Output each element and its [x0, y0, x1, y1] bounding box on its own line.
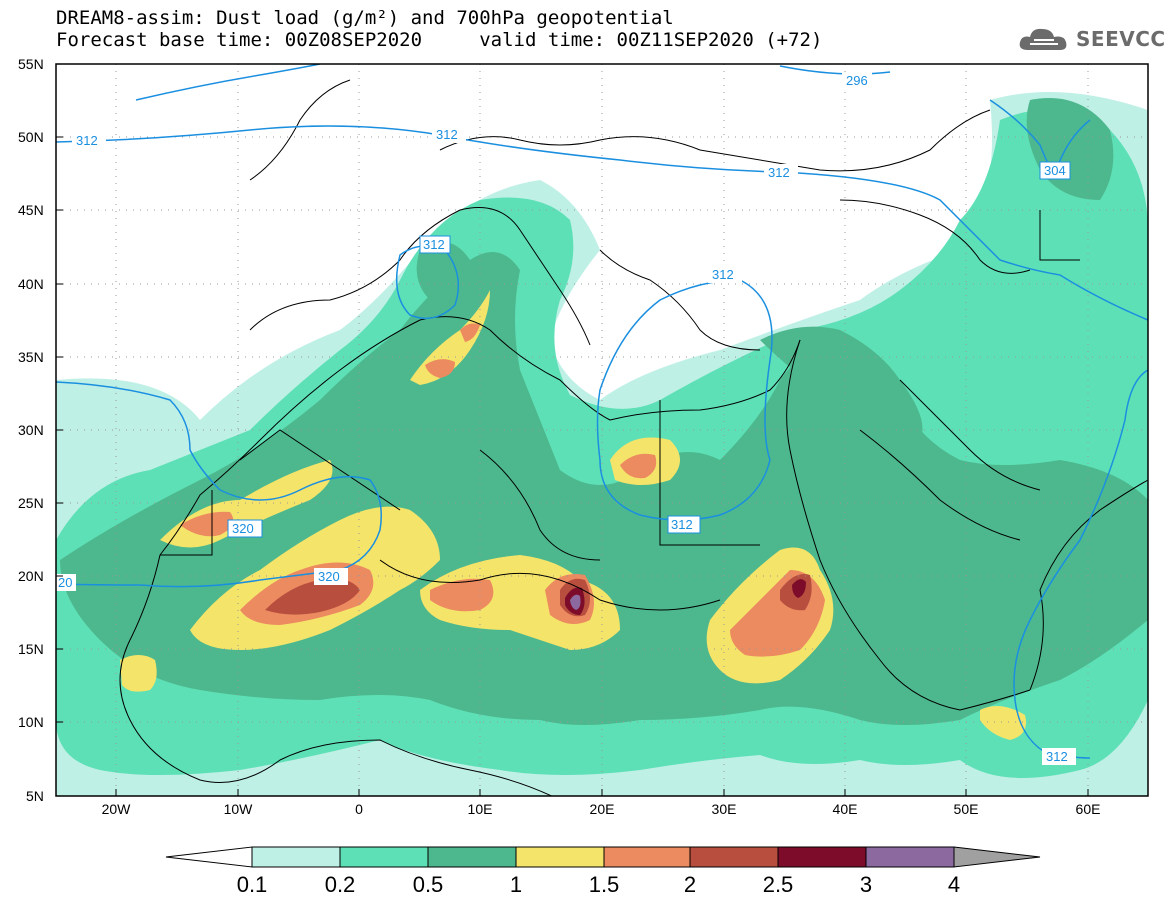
contour-label: 320 — [232, 521, 254, 536]
colorbar-under-arrow — [165, 846, 253, 868]
colorbar-bin — [339, 846, 429, 868]
dust-level-3 — [570, 594, 581, 610]
lon-label: 0 — [355, 801, 363, 817]
contour-label: 304 — [1044, 163, 1066, 178]
colorbar-label: 0.1 — [237, 872, 268, 897]
lat-label: 45N — [18, 202, 44, 218]
contour-labels: 296 312 312 304 312 312 320 320 312 312 … — [56, 72, 1076, 765]
colorbar-label: 3 — [860, 872, 872, 897]
colorbar-label: 4 — [948, 872, 960, 897]
colorbar-bin — [515, 846, 605, 868]
latitude-labels: 55N 50N 45N 40N 35N 30N 25N 20N 15N 10N … — [18, 56, 44, 804]
seevccc-logo: SEEVCCC — [1018, 26, 1165, 52]
colorbar: 0.1 0.2 0.5 1 1.5 2 2.5 3 4 — [165, 846, 1041, 897]
lat-label: 50N — [18, 129, 44, 145]
contour-label: 312 — [1046, 749, 1068, 764]
lon-label: 20E — [590, 801, 615, 817]
contour-label: 312 — [76, 133, 98, 148]
colorbar-label: 1.5 — [589, 872, 620, 897]
contour-label: 312 — [671, 517, 693, 532]
contour-label: 312 — [712, 267, 734, 282]
lat-label: 35N — [18, 349, 44, 365]
lon-label: 10W — [224, 801, 254, 817]
lon-label: 60E — [1076, 801, 1101, 817]
colorbar-label: 0.2 — [325, 872, 356, 897]
colorbar-bin — [865, 846, 955, 868]
contour-label: 20 — [58, 575, 72, 590]
lon-label: 20W — [102, 801, 132, 817]
longitude-labels: 20W 10W 0 10E 20E 30E 40E 50E 60E — [102, 801, 1101, 817]
axis-ticks — [56, 63, 1089, 796]
colorbar-bin — [777, 846, 867, 868]
contour-label: 296 — [846, 73, 868, 88]
lat-label: 40N — [18, 276, 44, 292]
colorbar-label: 2 — [684, 872, 696, 897]
colorbar-label: 1 — [510, 872, 522, 897]
dust-field — [56, 92, 1148, 796]
graticule — [56, 64, 1148, 796]
lat-label: 30N — [18, 422, 44, 438]
colorbar-bin — [251, 846, 341, 868]
lon-label: 10E — [468, 801, 493, 817]
colorbar-label: 2.5 — [763, 872, 794, 897]
lon-label: 40E — [833, 801, 858, 817]
lat-label: 55N — [18, 56, 44, 72]
lon-label: 50E — [954, 801, 979, 817]
cloud-logo-icon — [1019, 28, 1067, 50]
lat-label: 15N — [18, 641, 44, 657]
colorbar-bin — [603, 846, 691, 868]
contour-label: 320 — [318, 569, 340, 584]
lat-label: 20N — [18, 568, 44, 584]
lat-label: 25N — [18, 495, 44, 511]
contour-label: 312 — [768, 165, 790, 180]
geopotential-contours — [56, 64, 1148, 759]
lon-label: 30E — [712, 801, 737, 817]
coastlines — [119, 79, 1148, 796]
contour-label: 312 — [436, 127, 458, 142]
contour-label: 312 — [423, 237, 445, 252]
forecast-times: Forecast base time: 00Z08SEP2020 valid t… — [56, 29, 823, 51]
logo-text: SEEVCCC — [1076, 27, 1165, 51]
lat-label: 10N — [18, 714, 44, 730]
lat-label: 5N — [26, 788, 44, 804]
colorbar-bin — [427, 846, 517, 868]
colorbar-label: 0.5 — [413, 872, 444, 897]
map-area: 296 312 312 304 312 312 320 320 312 312 … — [56, 64, 1148, 796]
chart-title: DREAM8-assim: Dust load (g/m²) and 700hP… — [56, 7, 674, 29]
colorbar-over-arrow — [953, 846, 1041, 868]
colorbar-bin — [689, 846, 779, 868]
